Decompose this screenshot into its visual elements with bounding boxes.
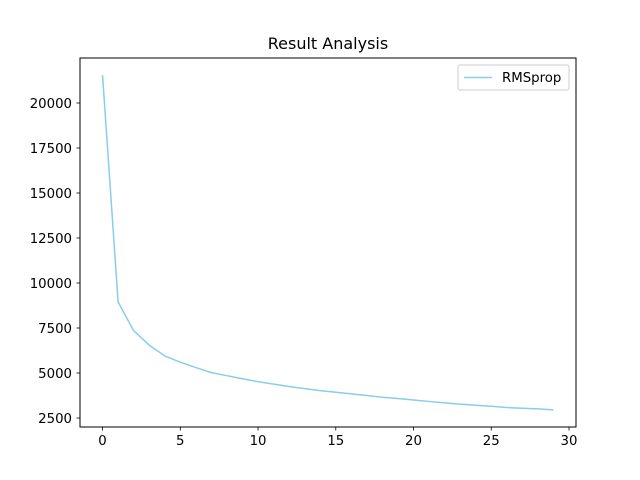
y-tick-label: 7500 — [38, 322, 72, 337]
y-tick-label: 10000 — [30, 277, 72, 292]
x-tick-label: 0 — [98, 434, 106, 449]
y-axis: 2500 5000 7500 10000 12500 15000 17500 20000 — [30, 97, 80, 427]
y-tick-label: 5000 — [38, 367, 72, 382]
x-axis: 0 5 10 15 20 25 30 — [98, 427, 577, 449]
x-tick-label: 20 — [405, 434, 422, 449]
y-tick-label: 2500 — [38, 412, 72, 427]
axes-frame — [79, 57, 577, 428]
y-tick-label: 17500 — [30, 142, 72, 157]
y-tick-label: 15000 — [30, 187, 72, 202]
chart-title: Result Analysis — [268, 34, 388, 53]
plot-area — [101, 75, 554, 411]
x-tick-label: 30 — [561, 434, 578, 449]
x-tick-label: 15 — [327, 434, 344, 449]
legend-box — [457, 64, 570, 91]
legend-label-rmsprop: RMSprop — [502, 71, 561, 86]
series-line-rmsprop — [101, 75, 554, 411]
y-tick-label: 12500 — [30, 232, 72, 247]
x-tick-label: 25 — [483, 434, 500, 449]
legend: RMSprop — [457, 64, 570, 91]
x-tick-label: 5 — [176, 434, 184, 449]
x-tick-label: 10 — [250, 434, 267, 449]
y-tick-label: 20000 — [30, 97, 72, 112]
